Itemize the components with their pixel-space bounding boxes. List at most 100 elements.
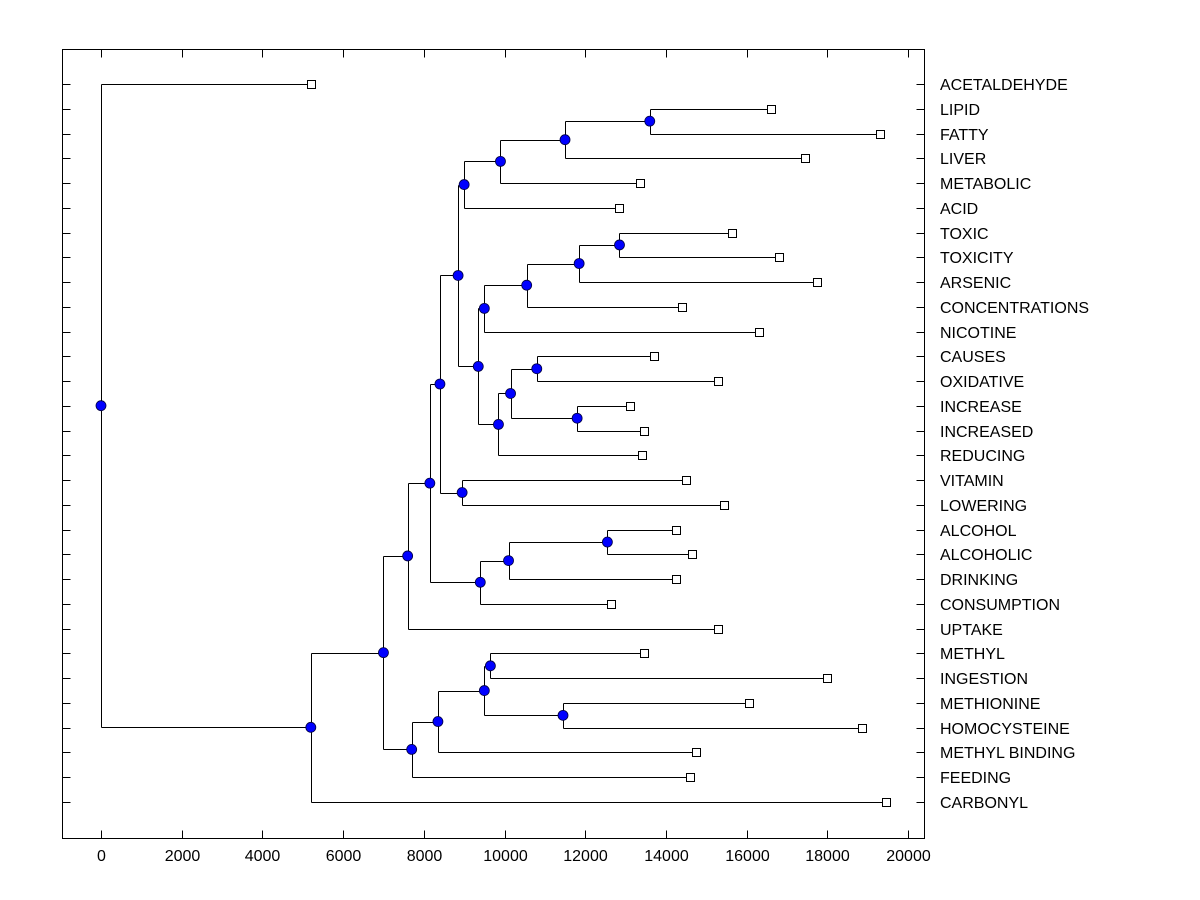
x-tick-label: 20000 (886, 848, 931, 865)
leaf-marker (650, 352, 659, 361)
merge-node (406, 743, 418, 755)
leaf-marker (728, 229, 737, 238)
merge-node (474, 576, 486, 588)
merge-node (424, 477, 436, 489)
leaf-marker (688, 550, 697, 559)
merge-node (95, 400, 107, 412)
leaf-label: ACID (940, 201, 978, 218)
leaf-label: VITAMIN (940, 473, 1004, 490)
merge-node (478, 685, 490, 696)
merge-node (452, 270, 464, 281)
merge-node (505, 388, 516, 399)
leaf-label: CARBONYL (940, 795, 1028, 812)
merge-node (571, 412, 583, 424)
branches (101, 84, 887, 803)
leaf-marker (714, 377, 723, 386)
leaf-label: DRINKING (940, 572, 1018, 589)
merge-node (378, 647, 389, 659)
leaf-marker (858, 724, 867, 733)
merge-node (495, 155, 506, 167)
leaf-label: HOMOCYSTEINE (940, 721, 1070, 738)
leaf-marker (882, 798, 891, 807)
merge-node (456, 487, 468, 498)
leaf-label: REDUCING (940, 448, 1025, 465)
leaf-label: ARSENIC (940, 275, 1011, 292)
leaf-label: CAUSES (940, 349, 1006, 366)
leaf-label: FEEDING (940, 770, 1011, 787)
x-tick-label: 18000 (805, 848, 850, 865)
leaf-marker (686, 773, 695, 782)
merge-node (573, 258, 585, 269)
leaf-label: LIVER (940, 151, 986, 168)
plot-frame (62, 49, 925, 839)
leaf-label: METHYL BINDING (940, 745, 1075, 762)
leaf-label: METHIONINE (940, 696, 1040, 713)
merge-node (493, 419, 504, 430)
x-tick-label: 12000 (563, 848, 608, 865)
leaf-label: LOWERING (940, 498, 1027, 515)
leaf-marker (745, 699, 754, 708)
leaf-label: FATTY (940, 127, 989, 144)
leaf-marker (682, 476, 691, 485)
leaf-marker (692, 748, 701, 757)
leaf-marker (755, 328, 764, 337)
leaf-label: METABOLIC (940, 176, 1031, 193)
leaf-label: INGESTION (940, 671, 1028, 688)
leaf-marker (801, 154, 810, 163)
merge-node (472, 361, 484, 372)
leaf-marker (640, 427, 649, 436)
leaf-marker (876, 130, 885, 139)
merge-node (484, 660, 496, 672)
leaf-label: ALCOHOLIC (940, 547, 1032, 564)
leaf-marker (775, 253, 784, 262)
leaf-label: INCREASED (940, 424, 1033, 441)
leaf-label: METHYL (940, 646, 1005, 663)
leaf-label: CONCENTRATIONS (940, 300, 1089, 317)
x-tick-label: 2000 (165, 848, 201, 865)
leaf-label: NICOTINE (940, 325, 1016, 342)
leaf-marker (615, 204, 624, 213)
leaf-marker (672, 575, 681, 584)
leaf-label: UPTAKE (940, 622, 1003, 639)
merge-node (601, 536, 613, 548)
leaf-marker (720, 501, 729, 510)
merge-node (458, 179, 470, 190)
merge-node (614, 239, 625, 251)
leaf-marker (638, 451, 647, 460)
merge-node (305, 721, 317, 733)
x-axis: 0 2000 4000 6000 8000 10000 12000 14000 16000 180… (97, 49, 931, 865)
merge-node (521, 279, 533, 291)
merge-node (559, 134, 571, 146)
x-tick-label: 16000 (725, 848, 770, 865)
leaf-label: ALCOHOL (940, 523, 1017, 540)
leaf-marker (607, 600, 616, 609)
merge-node (503, 555, 514, 567)
leaf-label: CONSUMPTION (940, 597, 1060, 614)
merge-node (434, 378, 446, 390)
merge-node (557, 709, 569, 721)
leaf-marker (714, 625, 723, 634)
x-tick-label: 8000 (407, 848, 443, 865)
merge-nodes (95, 115, 656, 755)
leaf-label: ACETALDEHYDE (940, 77, 1068, 94)
leaf-label: LIPID (940, 102, 980, 119)
leaf-marker (813, 278, 822, 287)
leaf-markers (307, 80, 891, 807)
merge-node (478, 302, 490, 314)
merge-node (402, 550, 414, 562)
x-tick-label: 4000 (245, 848, 281, 865)
x-tick-label: 14000 (644, 848, 689, 865)
leaf-label: TOXICITY (940, 250, 1014, 267)
merge-node (432, 716, 444, 727)
leaf-marker (636, 179, 645, 188)
leaf-label: INCREASE (940, 399, 1022, 416)
x-tick-label: 10000 (483, 848, 528, 865)
leaf-marker (823, 674, 832, 683)
leaf-label: OXIDATIVE (940, 374, 1024, 391)
leaf-marker (767, 105, 776, 114)
leaf-marker (672, 526, 681, 535)
leaf-marker (640, 649, 649, 658)
leaf-marker (307, 80, 316, 89)
leaf-label: TOXIC (940, 226, 989, 243)
